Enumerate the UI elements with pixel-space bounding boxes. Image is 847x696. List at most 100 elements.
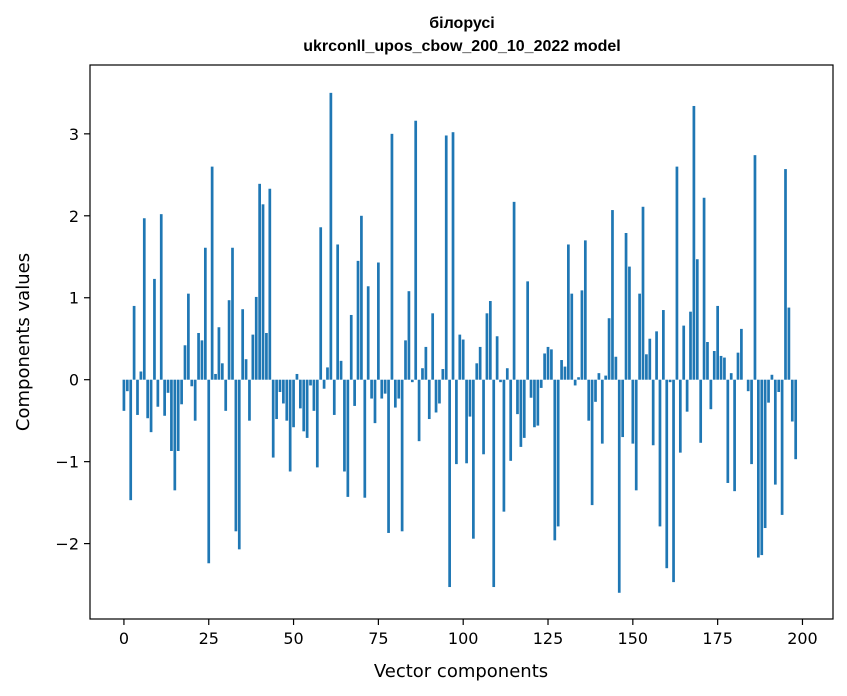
bar — [482, 379, 485, 455]
y-tick-label: 0 — [69, 371, 79, 390]
bar — [702, 197, 706, 380]
bar — [370, 379, 373, 399]
bar — [512, 201, 516, 380]
bar — [180, 379, 183, 405]
bar — [695, 259, 699, 380]
bar — [560, 360, 563, 380]
bar — [624, 233, 628, 380]
y-tick-label: 1 — [69, 289, 79, 308]
bar — [265, 332, 268, 380]
bar — [332, 379, 336, 415]
bar — [617, 379, 621, 593]
bar — [499, 379, 502, 383]
bars-group — [122, 92, 798, 593]
bar — [146, 379, 150, 419]
bar — [353, 379, 356, 406]
bar — [519, 379, 523, 447]
bar — [529, 379, 533, 398]
bar — [227, 300, 231, 380]
bar — [651, 379, 655, 446]
bar — [336, 244, 340, 380]
bar — [244, 359, 248, 380]
bar — [309, 379, 312, 386]
bar — [706, 342, 709, 380]
bar — [729, 373, 733, 380]
bar — [583, 240, 587, 380]
bar — [380, 379, 384, 399]
bar — [455, 379, 458, 465]
bar — [203, 247, 207, 380]
bar — [675, 166, 679, 380]
bar — [628, 266, 631, 380]
bar — [319, 227, 323, 380]
bar — [441, 369, 445, 380]
bar — [322, 379, 326, 389]
bar — [753, 155, 757, 380]
bar — [271, 379, 275, 458]
bar — [773, 379, 777, 485]
bar — [193, 379, 197, 421]
bar — [726, 379, 730, 483]
bar — [668, 379, 672, 383]
bar — [685, 379, 689, 412]
bar — [757, 379, 760, 558]
bar — [315, 379, 319, 468]
bar — [621, 379, 625, 438]
bar — [553, 379, 557, 541]
bar — [597, 373, 601, 380]
bar — [387, 379, 390, 533]
bar — [132, 305, 136, 380]
bar — [699, 379, 703, 443]
bar — [577, 377, 580, 380]
bar — [261, 204, 265, 380]
bar — [254, 296, 258, 380]
bar — [302, 379, 306, 432]
bar — [505, 368, 509, 380]
bar — [787, 307, 791, 380]
bar — [400, 379, 404, 532]
bar — [648, 338, 652, 380]
bar — [733, 379, 736, 492]
bar — [295, 373, 299, 380]
bar — [709, 379, 713, 410]
bar — [784, 169, 787, 380]
bar — [278, 379, 282, 392]
bar — [390, 133, 394, 380]
bar — [183, 345, 187, 380]
bar — [187, 293, 190, 380]
bar — [251, 334, 255, 380]
y-axis-label: Components values — [13, 253, 34, 431]
bar — [492, 379, 496, 588]
bar — [790, 379, 794, 422]
bar — [434, 379, 438, 413]
bar — [780, 379, 784, 515]
bar — [326, 367, 329, 380]
bar — [356, 260, 360, 380]
bar — [665, 379, 669, 569]
bar — [587, 379, 591, 421]
bar — [282, 379, 285, 404]
bar — [438, 379, 441, 404]
bar — [312, 379, 316, 411]
bar — [343, 379, 346, 472]
bar — [444, 135, 448, 380]
bar — [125, 379, 129, 392]
bar — [448, 379, 451, 588]
bar — [421, 368, 424, 380]
bar — [346, 379, 350, 497]
bar — [692, 105, 696, 380]
bar — [360, 215, 363, 380]
bar — [410, 379, 414, 383]
bar — [550, 349, 553, 380]
bar — [363, 379, 367, 498]
bar — [509, 379, 513, 461]
bar — [129, 379, 133, 501]
bar — [533, 379, 536, 428]
bar — [156, 379, 160, 407]
bar — [305, 379, 309, 438]
x-axis-ticks: 0 25 50 75 100 125 150 175 200 — [119, 619, 818, 648]
bar — [495, 336, 499, 380]
bar — [516, 379, 519, 415]
bar — [427, 379, 431, 420]
